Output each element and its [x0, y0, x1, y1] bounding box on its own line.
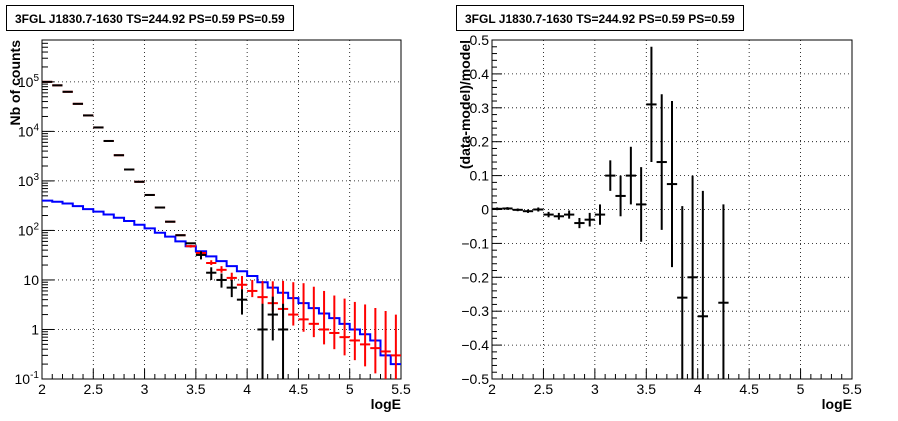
x-axis-title: logE	[371, 396, 401, 412]
x-tick-label: 5.5	[391, 381, 411, 397]
x-tick-label: 2	[488, 381, 496, 397]
x-tick-label: 3	[591, 381, 599, 397]
x-tick-label: 2.5	[84, 381, 104, 397]
y-tick-label: 10	[23, 272, 39, 288]
counts-spectrum-chart: 2 2.5 3 3.5 4 4.5 5 5.5 10-1 1 10 102 103 104 105 logE N…	[7, 39, 411, 412]
residuals-chart: 2 2.5 3 3.5 4 4.5 5 5.5 −0.5 −0.4 −0.3 −0.2 −0.1 0 0.1…	[457, 32, 862, 412]
y-tick-label: 0.1	[470, 168, 490, 184]
y-tick-label: −0.4	[461, 337, 489, 353]
x-tick-label: 2.5	[534, 381, 554, 397]
x-tick-label: 5	[346, 381, 354, 397]
x-tick-label: 5	[797, 381, 805, 397]
left-chart-title: 3FGL J1830.7-1630 TS=244.92 PS=0.59 PS=0…	[6, 5, 294, 31]
y-tick-label: 0.4	[470, 66, 490, 82]
x-tick-label: 2	[38, 381, 46, 397]
y-tick-label: −0.2	[461, 269, 489, 285]
y-tick-label: 0.2	[470, 134, 490, 150]
x-tick-label: 4	[243, 381, 251, 397]
y-tick-label: 0	[481, 202, 489, 218]
x-tick-label: 3	[141, 381, 149, 397]
background-model-histogram	[42, 199, 401, 366]
y-tick-label: 1	[31, 321, 39, 337]
y-tick-label: −0.3	[461, 303, 489, 319]
y-tick-label: 104	[18, 122, 40, 139]
x-tick-label: 3.5	[186, 381, 206, 397]
y-tick-label: 0.3	[470, 100, 490, 116]
y-tick-label: 0.5	[470, 32, 490, 48]
y-tick-label: 105	[18, 73, 40, 90]
x-tick-label: 4.5	[739, 381, 759, 397]
y-tick-label: 102	[18, 221, 40, 238]
y-axis-title: Nb of counts	[7, 40, 23, 126]
plot-frame	[41, 39, 402, 380]
right-chart-title: 3FGL J1830.7-1630 TS=244.92 PS=0.59 PS=0…	[456, 5, 744, 31]
x-tick-label: 4.5	[289, 381, 309, 397]
y-tick-label: 10-1	[15, 370, 40, 387]
y-tick-label: −0.5	[461, 371, 489, 387]
x-tick-label: 5.5	[842, 381, 862, 397]
y-tick-label: −0.1	[461, 235, 489, 251]
y-axis-title: (data-model)/model	[457, 40, 473, 169]
x-tick-label: 4	[694, 381, 702, 397]
y-tick-label: 103	[18, 172, 40, 189]
x-tick-label: 3.5	[637, 381, 657, 397]
x-axis-title: logE	[822, 396, 852, 412]
